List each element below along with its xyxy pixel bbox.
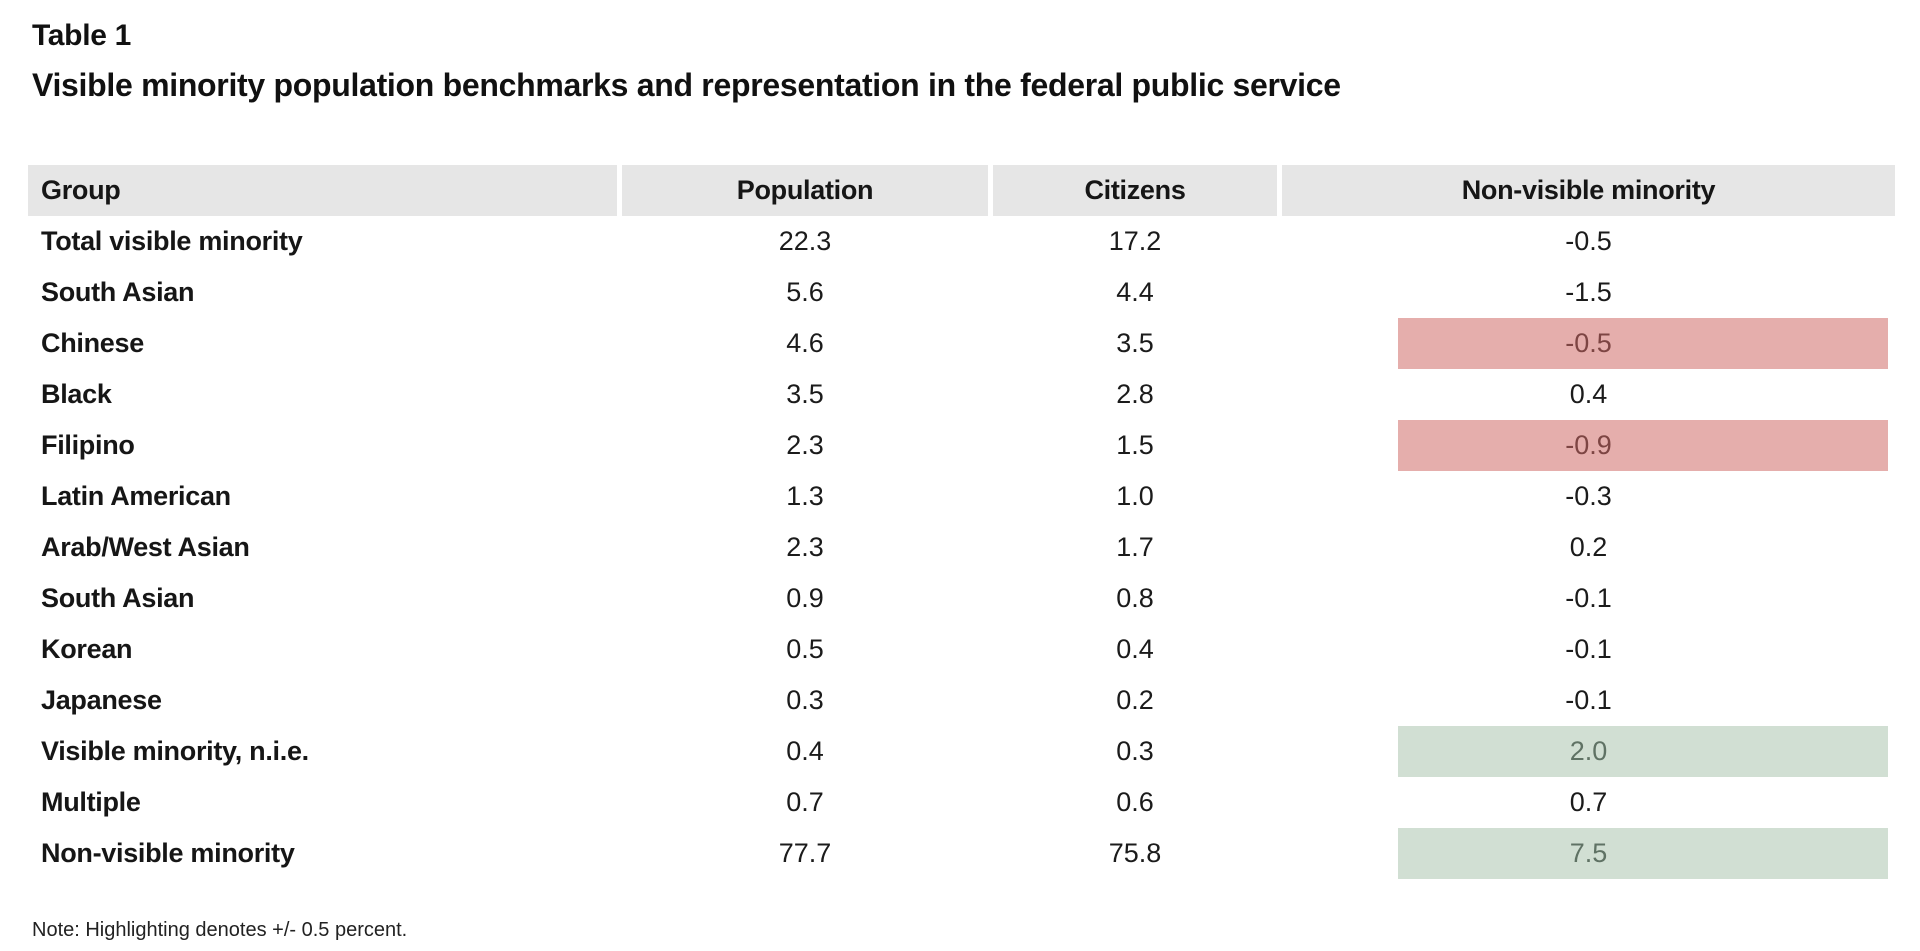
citizens-value: 0.3 xyxy=(1116,736,1154,766)
nvm-value: -0.9 xyxy=(1565,430,1612,460)
column-header-nvm: Non-visible minority xyxy=(1282,165,1895,216)
nvm-value: -1.5 xyxy=(1565,277,1612,307)
page-title: Visible minority population benchmarks a… xyxy=(32,67,1341,103)
data-table: Group Population Citizens Non-visible mi… xyxy=(28,165,1895,879)
nvm-cell: -0.5 xyxy=(1282,216,1895,267)
highlight-bar xyxy=(1398,420,1888,471)
nvm-cell: 2.0 xyxy=(1282,726,1895,777)
population-value: 5.6 xyxy=(786,277,824,307)
citizens-value: 0.4 xyxy=(1116,634,1154,664)
group-label: Filipino xyxy=(41,430,135,460)
table-row: Latin American 1.3 1.0 -0.3 xyxy=(28,471,1895,522)
citizens-value: 17.2 xyxy=(1108,226,1162,256)
group-label: Visible minority, n.i.e. xyxy=(41,736,309,766)
nvm-cell: 0.2 xyxy=(1282,522,1895,573)
nvm-value: 0.7 xyxy=(1569,787,1608,817)
group-label: Arab/West Asian xyxy=(41,532,250,562)
nvm-value: 2.0 xyxy=(1569,736,1608,766)
population-value: 0.4 xyxy=(786,736,824,766)
citizens-value: 0.8 xyxy=(1116,583,1154,613)
nvm-value: -0.3 xyxy=(1565,481,1612,511)
table-row: Arab/West Asian 2.3 1.7 0.2 xyxy=(28,522,1895,573)
table-row: Total visible minority 22.3 17.2 -0.5 xyxy=(28,216,1895,267)
highlight-bar xyxy=(1398,726,1888,777)
population-value: 22.3 xyxy=(778,226,832,256)
population-value: 2.3 xyxy=(786,532,824,562)
table-label: Table 1 xyxy=(32,19,132,52)
table-row: Black 3.5 2.8 0.4 xyxy=(28,369,1895,420)
table-note: Note: Highlighting denotes +/- 0.5 perce… xyxy=(32,919,408,941)
citizens-value: 0.2 xyxy=(1116,685,1154,715)
table-row: Non-visible minority 77.7 75.8 7.5 xyxy=(28,828,1895,879)
population-value: 77.7 xyxy=(778,838,832,868)
population-value: 0.7 xyxy=(786,787,824,817)
table-row: Multiple 0.7 0.6 0.7 xyxy=(28,777,1895,828)
citizens-value: 4.4 xyxy=(1116,277,1154,307)
group-label: South Asian xyxy=(41,583,195,613)
population-value: 0.9 xyxy=(786,583,824,613)
title-block: Table 1 Visible minority population benc… xyxy=(0,0,1920,104)
group-label: Multiple xyxy=(41,787,141,817)
nvm-cell: 0.4 xyxy=(1282,369,1895,420)
nvm-cell: -0.5 xyxy=(1282,318,1895,369)
column-header-group: Group xyxy=(28,165,617,216)
column-header-citizens: Citizens xyxy=(993,165,1277,216)
citizens-value: 75.8 xyxy=(1108,838,1162,868)
table-row: South Asian 5.6 4.4 -1.5 xyxy=(28,267,1895,318)
nvm-value: -0.5 xyxy=(1565,328,1612,358)
nvm-value: 0.4 xyxy=(1569,379,1608,409)
highlight-bar xyxy=(1398,318,1888,369)
citizens-value: 0.6 xyxy=(1116,787,1154,817)
citizens-value: 1.0 xyxy=(1116,481,1154,511)
group-label: Korean xyxy=(41,634,133,664)
nvm-value: -0.5 xyxy=(1565,226,1612,256)
nvm-value: -0.1 xyxy=(1565,583,1612,613)
nvm-cell: -0.1 xyxy=(1282,624,1895,675)
nvm-cell: -0.3 xyxy=(1282,471,1895,522)
highlight-bar xyxy=(1398,828,1888,879)
column-header-population: Population xyxy=(622,165,988,216)
table-row: Filipino 2.3 1.5 -0.9 xyxy=(28,420,1895,471)
citizens-value: 3.5 xyxy=(1116,328,1154,358)
citizens-value: 1.5 xyxy=(1116,430,1154,460)
table-row: Korean 0.5 0.4 -0.1 xyxy=(28,624,1895,675)
citizens-value: 2.8 xyxy=(1116,379,1154,409)
table-header-row: Group Population Citizens Non-visible mi… xyxy=(28,165,1895,216)
nvm-cell: 7.5 xyxy=(1282,828,1895,879)
group-label: Total visible minority xyxy=(41,226,303,256)
group-label: Black xyxy=(41,379,112,409)
population-value: 2.3 xyxy=(786,430,824,460)
group-label: Latin American xyxy=(41,481,231,511)
nvm-cell: 0.7 xyxy=(1282,777,1895,828)
nvm-value: -0.1 xyxy=(1565,634,1612,664)
group-label: Non-visible minority xyxy=(41,838,295,868)
citizens-value: 1.7 xyxy=(1116,532,1154,562)
nvm-cell: -1.5 xyxy=(1282,267,1895,318)
group-label: Japanese xyxy=(41,685,162,715)
nvm-value: 0.2 xyxy=(1569,532,1608,562)
group-label: Chinese xyxy=(41,328,144,358)
population-value: 0.3 xyxy=(786,685,824,715)
nvm-value: 7.5 xyxy=(1569,838,1608,868)
table-row: Japanese 0.3 0.2 -0.1 xyxy=(28,675,1895,726)
table-row: South Asian 0.9 0.8 -0.1 xyxy=(28,573,1895,624)
population-value: 4.6 xyxy=(786,328,824,358)
table-row: Chinese 4.6 3.5 -0.5 xyxy=(28,318,1895,369)
nvm-cell: -0.1 xyxy=(1282,675,1895,726)
population-value: 0.5 xyxy=(786,634,824,664)
nvm-value: -0.1 xyxy=(1565,685,1612,715)
group-label: South Asian xyxy=(41,277,195,307)
nvm-cell: -0.1 xyxy=(1282,573,1895,624)
nvm-cell: -0.9 xyxy=(1282,420,1895,471)
table-row: Visible minority, n.i.e. 0.4 0.3 2.0 xyxy=(28,726,1895,777)
population-value: 1.3 xyxy=(786,481,824,511)
population-value: 3.5 xyxy=(786,379,824,409)
